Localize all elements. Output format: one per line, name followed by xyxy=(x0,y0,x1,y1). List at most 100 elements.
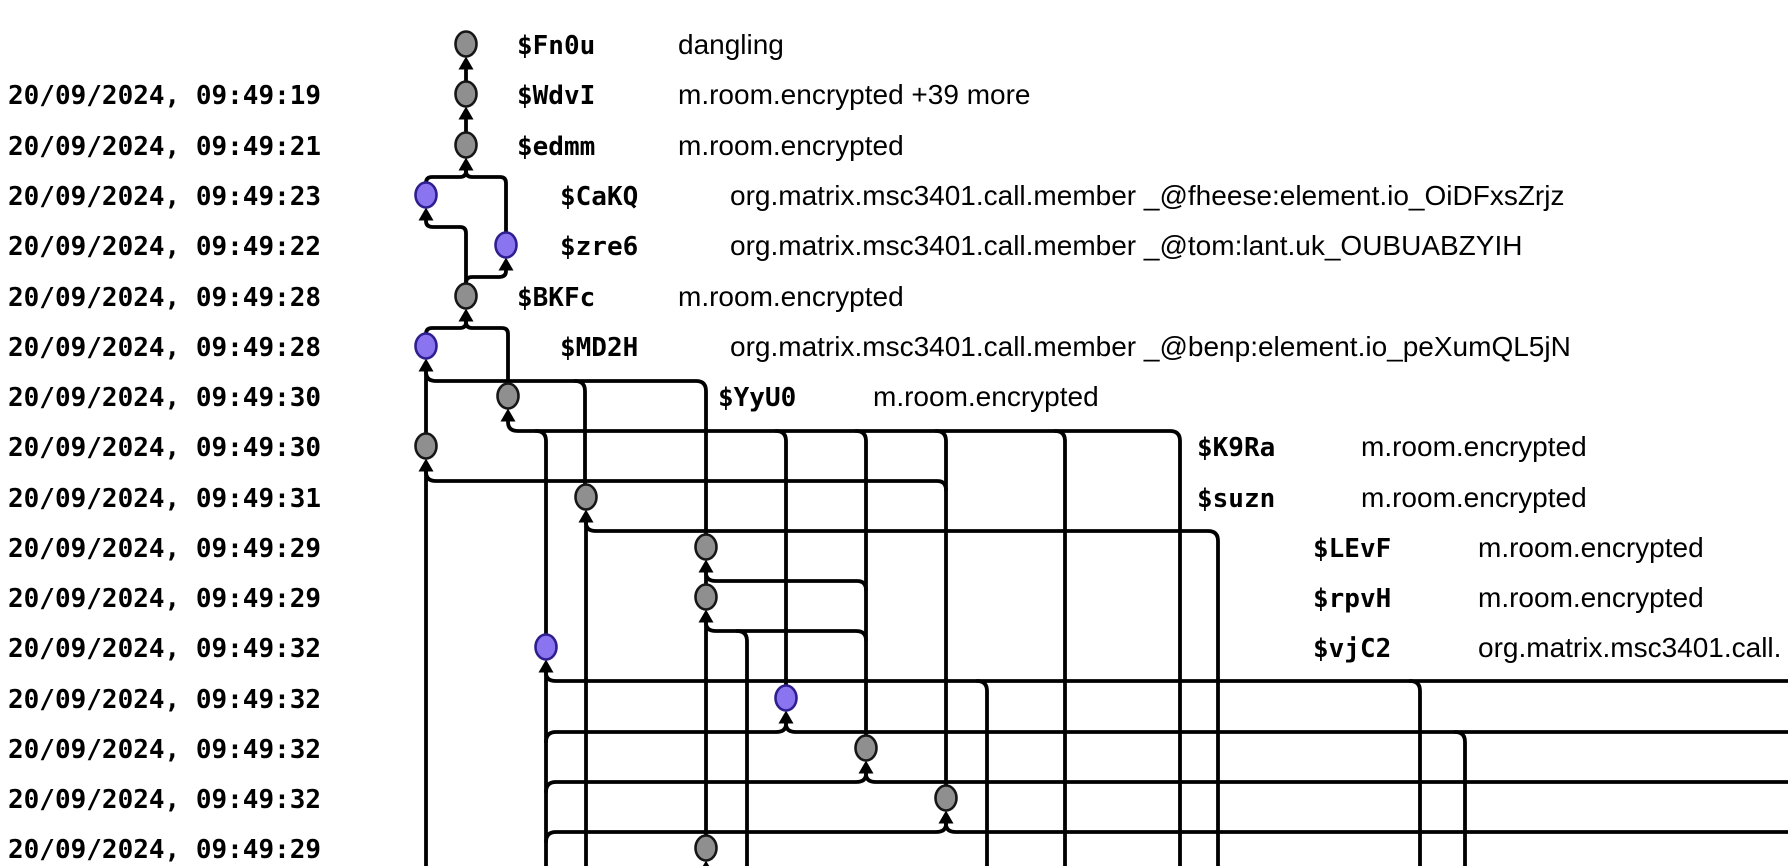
dag-edge xyxy=(735,629,749,866)
event-node[interactable] xyxy=(496,382,520,410)
dag-edge xyxy=(544,671,1788,683)
event-type-label: org.matrix.msc3401.call.member _@fheese:… xyxy=(730,180,1564,211)
event-type-label: m.room.encrypted xyxy=(1361,482,1587,513)
edge-arrowhead-icon xyxy=(418,458,434,472)
timestamp-label: 20/09/2024, 09:49:32 xyxy=(8,634,321,664)
edge-arrowhead-icon xyxy=(858,760,874,774)
event-id-label: $zre6 xyxy=(560,232,638,262)
dag-edge xyxy=(1053,429,1067,866)
edge-arrowhead-icon xyxy=(778,710,794,724)
edge-arrowhead-icon xyxy=(698,559,714,573)
timestamp-label: 20/09/2024, 09:49:30 xyxy=(8,433,321,463)
dag-edge xyxy=(944,822,1788,834)
event-id-label: $Fn0u xyxy=(517,31,595,61)
edge-arrowhead-icon xyxy=(458,308,474,322)
dag-edge xyxy=(424,370,708,537)
event-node-state[interactable] xyxy=(774,684,798,712)
event-type-label: dangling xyxy=(678,29,784,60)
edge-arrowhead-icon xyxy=(418,207,434,221)
event-id-label: $WdvI xyxy=(517,81,595,111)
dag-edge xyxy=(774,429,788,688)
edge-arrowhead-icon xyxy=(702,860,710,866)
dag-edge xyxy=(464,320,510,386)
timestamp-label: 20/09/2024, 09:49:32 xyxy=(8,685,321,715)
dag-edge xyxy=(784,722,1788,734)
dag-edge xyxy=(464,169,508,235)
edge-arrowhead-icon xyxy=(418,358,434,372)
dag-edge xyxy=(534,429,548,637)
dag-edge xyxy=(1453,730,1467,866)
event-node[interactable] xyxy=(454,30,478,58)
event-type-label: m.room.encrypted xyxy=(873,381,1099,412)
timestamp-label: 20/09/2024, 09:49:21 xyxy=(8,132,321,162)
timestamp-label: 20/09/2024, 09:49:22 xyxy=(8,232,321,262)
event-type-label: m.room.encrypted xyxy=(678,130,904,161)
event-node[interactable] xyxy=(454,131,478,159)
dag-edge xyxy=(864,772,1788,784)
event-node[interactable] xyxy=(854,734,878,762)
timestamp-label: 20/09/2024, 09:49:19 xyxy=(8,81,321,111)
timestamp-label: 20/09/2024, 09:49:31 xyxy=(8,484,321,514)
edge-arrowhead-icon xyxy=(498,257,514,271)
event-type-label: m.room.encrypted xyxy=(1478,532,1704,563)
edge-arrowhead-icon xyxy=(458,157,474,171)
event-id-label: $K9Ra xyxy=(1197,433,1275,463)
event-type-label: m.room.encrypted +39 more xyxy=(678,79,1031,110)
timestamp-label: 20/09/2024, 09:49:29 xyxy=(8,835,321,865)
event-type-label: m.room.encrypted xyxy=(1361,431,1587,462)
edge-arrowhead-icon xyxy=(698,609,714,623)
edge-arrowhead-icon xyxy=(538,659,554,673)
timestamp-label: 20/09/2024, 09:49:28 xyxy=(8,333,321,363)
event-node-state[interactable] xyxy=(414,181,438,209)
event-id-label: $rpvH xyxy=(1313,584,1391,614)
event-id-label: $YyU0 xyxy=(718,383,796,413)
timestamp-label: 20/09/2024, 09:49:23 xyxy=(8,182,321,212)
timestamp-label: 20/09/2024, 09:49:30 xyxy=(8,383,321,413)
event-type-label: m.room.encrypted xyxy=(678,281,904,312)
event-type-label: org.matrix.msc3401.call.member _@tom:lan… xyxy=(730,230,1522,261)
event-node[interactable] xyxy=(694,533,718,561)
edge-arrowhead-icon xyxy=(500,408,516,422)
event-node-state[interactable] xyxy=(414,332,438,360)
dag-edge xyxy=(854,429,868,738)
dag-edge xyxy=(424,320,468,336)
event-node[interactable] xyxy=(454,80,478,108)
edge-arrowhead-icon xyxy=(458,56,474,70)
dag-edge xyxy=(424,219,468,286)
dag-edge xyxy=(424,169,468,185)
timestamp-label: 20/09/2024, 09:49:32 xyxy=(8,735,321,765)
dag-edge xyxy=(573,379,587,487)
event-type-label: org.matrix.msc3401.call.member _@benp:el… xyxy=(730,331,1571,362)
event-node-state[interactable] xyxy=(534,633,558,661)
edge-arrowhead-icon xyxy=(578,509,594,523)
event-node[interactable] xyxy=(574,483,598,511)
event-type-label: m.room.encrypted xyxy=(1478,582,1704,613)
dag-edge xyxy=(544,722,788,744)
event-node[interactable] xyxy=(694,583,718,611)
event-node-state[interactable] xyxy=(494,231,518,259)
dag-edge xyxy=(975,679,989,866)
dag-edge xyxy=(506,420,1182,866)
timestamp-label: 20/09/2024, 09:49:32 xyxy=(8,785,321,815)
event-type-label: org.matrix.msc3401.call. xyxy=(1478,632,1781,663)
event-id-label: $LEvF xyxy=(1313,534,1391,564)
timestamp-label: 20/09/2024, 09:49:29 xyxy=(8,534,321,564)
dag-edge xyxy=(424,470,948,492)
event-node[interactable] xyxy=(934,784,958,812)
dag-edge xyxy=(464,269,508,286)
event-node[interactable] xyxy=(414,432,438,460)
event-node[interactable] xyxy=(694,834,718,862)
event-id-label: $suzn xyxy=(1197,484,1275,514)
timestamp-label: 20/09/2024, 09:49:29 xyxy=(8,584,321,614)
edge-arrowhead-icon xyxy=(458,106,474,120)
event-id-label: $CaKQ xyxy=(560,182,638,212)
dag-edge xyxy=(584,521,1220,866)
event-id-label: $edmm xyxy=(517,132,595,162)
event-id-label: $MD2H xyxy=(560,333,638,363)
dag-edge xyxy=(1408,679,1422,866)
timestamp-label: 20/09/2024, 09:49:28 xyxy=(8,283,321,313)
event-node[interactable] xyxy=(454,282,478,310)
event-id-label: $vjC2 xyxy=(1313,634,1391,664)
